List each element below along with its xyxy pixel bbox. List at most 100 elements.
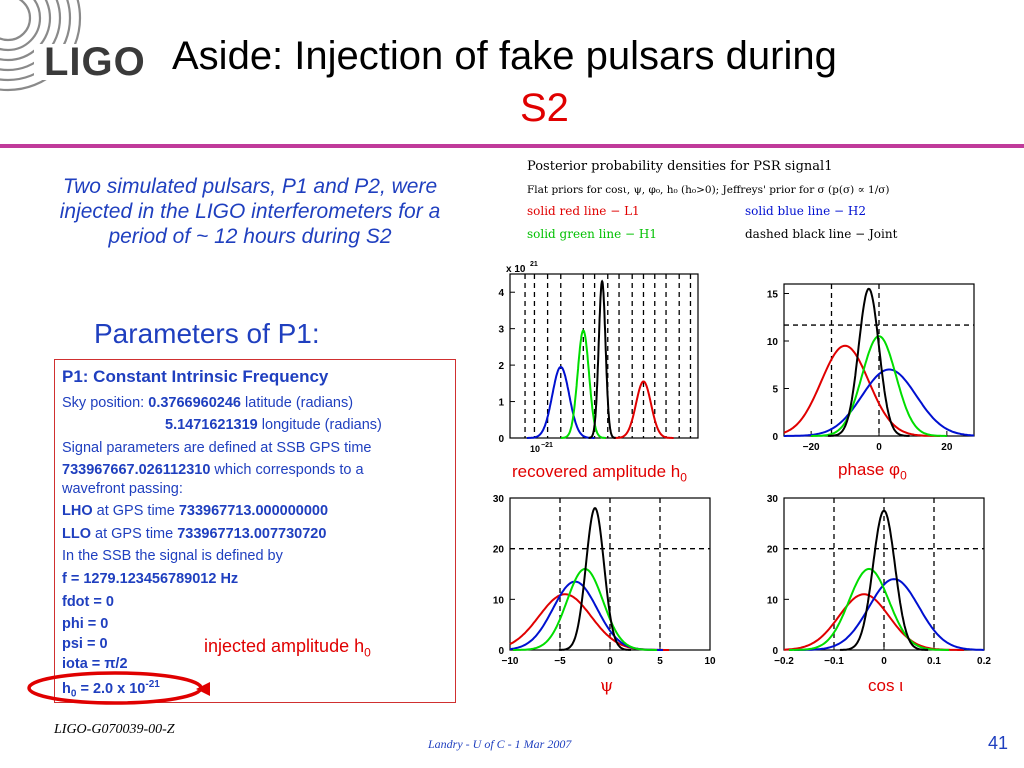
x-tick-label-exp: −21: [541, 442, 553, 449]
logo-text: LIGO: [44, 40, 146, 84]
params-heading: Parameters of P1:: [94, 318, 320, 349]
series-joint-curve: [558, 506, 632, 651]
h0-line: h0 = 2.0 x 10-21: [62, 679, 160, 700]
series-joint-curve: [827, 287, 910, 437]
wavefront-line: wavefront passing:: [62, 481, 183, 497]
injected-amplitude-label: injected amplitude h0: [204, 636, 371, 660]
llo-label: LLO: [62, 526, 91, 542]
gps-rest: which corresponds to a: [210, 462, 364, 478]
phase-label: phase φ0: [838, 460, 907, 482]
y-tick-label: 30: [767, 494, 779, 505]
psi-posterior-plot: 0 10 20 30 −10 −5 0 5 10: [493, 494, 716, 667]
x-tick-label: 5: [657, 656, 663, 667]
series-l1-curve: [783, 344, 941, 437]
h0-sub: 0: [70, 688, 77, 700]
x-tick-label: 0: [876, 442, 882, 453]
legend-title: Posterior probability densities for PSR …: [527, 159, 833, 174]
series-h2-curve: [526, 365, 595, 439]
signal-line: Signal parameters are defined at SSB GPS…: [62, 440, 372, 456]
y-tick-label: 1: [498, 398, 504, 409]
ssb-line: In the SSB the signal is defined by: [62, 548, 283, 564]
ligo-logo: LIGO: [0, 0, 165, 110]
series-h2-curve: [509, 580, 663, 651]
fdot-line: fdot = 0: [62, 594, 114, 610]
legend-blue: solid blue line − H2: [745, 204, 867, 218]
x-tick-label: 0: [881, 656, 887, 667]
y-tick-label: 0: [772, 646, 778, 657]
lho-label: LHO: [62, 503, 93, 519]
sky-lon-value: 5.1471621319: [165, 417, 258, 433]
series-h1-curve: [560, 329, 606, 439]
page-number: 41: [988, 733, 1009, 753]
logo-arcs-icon: [0, 0, 156, 92]
series-l1-curve: [613, 380, 674, 439]
gps-value: 733967667.026112310: [62, 462, 211, 478]
y-tick-label: 10: [493, 595, 505, 606]
lho-mid: at GPS time: [92, 503, 179, 519]
cosiota-label-prefix: cos: [868, 676, 900, 695]
x-tick-label: −0.1: [824, 656, 844, 667]
lho-line: LHO at GPS time 733967713.000000000: [62, 503, 328, 519]
sky-position-line: Sky position: 0.3766960246 latitude (rad…: [62, 395, 353, 411]
y-tick-label: 10: [767, 595, 779, 606]
frequency-line: f = 1279.123456789012 Hz: [62, 571, 239, 587]
sky-lon-unit: longitude (radians): [257, 417, 382, 433]
psi-label: ψ: [600, 676, 614, 696]
y-tick-label: 20: [767, 545, 779, 556]
y-tick-label: 4: [498, 288, 504, 299]
posterior-legend: Posterior probability densities for PSR …: [527, 158, 967, 248]
y-multiplier-exp: 21: [530, 261, 538, 268]
injected-label-sub: 0: [364, 645, 371, 660]
gps-line: 733967667.026112310 which corresponds to…: [62, 462, 364, 478]
phase-label-sym: φ: [889, 460, 901, 479]
x-tick-label: 10: [704, 656, 716, 667]
x-tick-label: 20: [941, 442, 953, 453]
iota-line: iota = π/2: [62, 656, 128, 672]
slide-title-run: S2: [520, 86, 569, 130]
series-l1-curve: [509, 593, 669, 651]
legend-priors: Flat priors for cosι, ψ, φ₀, h₀ (h₀>0); …: [527, 184, 890, 196]
llo-mid: at GPS time: [91, 526, 178, 542]
x-tick-label: 0.1: [927, 656, 941, 667]
x-tick-label: 0: [607, 656, 613, 667]
y-tick-label: 20: [493, 545, 505, 556]
recovered-label-prefix: recovered amplitude h: [512, 462, 681, 481]
iota-prefix: iota =: [62, 656, 105, 672]
psi-line: psi = 0: [62, 636, 108, 652]
sky-label: Sky position:: [62, 395, 149, 411]
y-tick-label: 2: [498, 361, 504, 372]
recovered-label-sub: 0: [680, 470, 687, 485]
llo-line: LLO at GPS time 733967713.007730720: [62, 526, 326, 542]
y-tick-label: 0: [498, 646, 504, 657]
cosiota-posterior-plot: 0 10 20 30 −0.2 −0.1 0 0.1 0.2: [767, 494, 992, 667]
h0-posterior-plot: 0 1 2 3 4 x 10 21 10 −21: [498, 261, 699, 454]
p1-parameters-box: [54, 359, 456, 703]
series-h2-curve: [784, 368, 975, 437]
x-tick-label: −0.2: [774, 656, 794, 667]
y-tick-label: 0: [498, 434, 504, 445]
cosiota-label-sym: ι: [899, 676, 903, 695]
y-tick-label: 3: [498, 325, 504, 336]
y-tick-label: 15: [767, 290, 779, 301]
series-joint-curve: [588, 279, 616, 439]
phi-line: phi = 0: [62, 616, 109, 632]
x-tick-label: −5: [554, 656, 566, 667]
h0-sup: -21: [145, 679, 160, 690]
intro-text: Two simulated pulsars, P1 and P2, were i…: [59, 175, 441, 249]
series-h1-curve: [789, 567, 949, 651]
legend-black: dashed black line − Joint: [745, 227, 898, 241]
footer-author-date: Landry - U of C - 1 Mar 2007: [428, 737, 572, 751]
phase-label-prefix: phase: [838, 460, 890, 479]
series-joint-curve: [839, 509, 929, 651]
injected-label-prefix: injected amplitude h: [204, 636, 365, 656]
y-tick-label: 10: [767, 337, 779, 348]
sky-longitude-line: 5.1471621319 longitude (radians): [165, 417, 382, 433]
cosiota-label: cos ι: [868, 676, 903, 696]
legend-green: solid green line − H1: [527, 227, 658, 241]
phase-posterior-plot: 0 5 10 15 −20 0 20: [767, 283, 975, 453]
series-h1-curve: [811, 335, 947, 437]
lho-value: 733967713.000000000: [178, 503, 329, 519]
y-tick-label: 0: [772, 432, 778, 443]
x-tick-label: 10: [530, 444, 540, 454]
document-id: LIGO-G070039-00-Z: [54, 722, 175, 737]
